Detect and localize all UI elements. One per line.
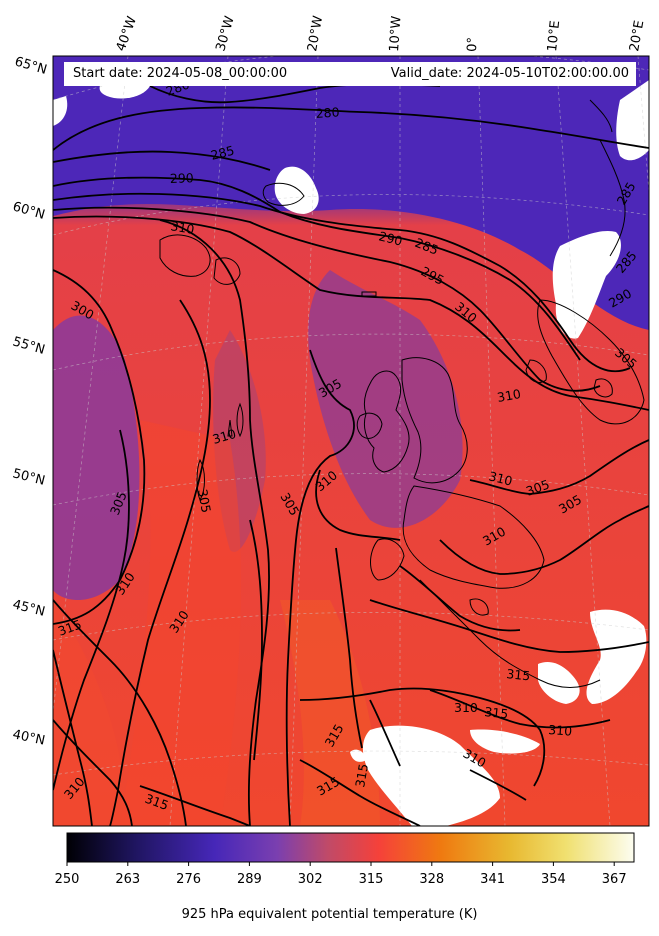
longitude-label: 30°W xyxy=(213,14,237,53)
colorbar-tick-label: 328 xyxy=(419,872,445,887)
colorbar-label: 925 hPa equivalent potential temperature… xyxy=(181,907,478,922)
colorbar-tick-label: 276 xyxy=(176,872,202,887)
contour-label: 315 xyxy=(484,704,509,721)
colorbar-tick-label: 250 xyxy=(54,872,80,887)
contour-label: 310 xyxy=(169,218,195,237)
header-strip xyxy=(64,62,636,86)
contour-label: 290 xyxy=(377,228,404,248)
latitude-label: 60°N xyxy=(11,199,47,222)
valid-date-label: Valid_date: 2024-05-10T02:00:00.00 xyxy=(390,66,629,81)
colorbar-tick-label: 315 xyxy=(358,872,384,887)
contour-label: 305 xyxy=(195,488,214,514)
colorbar-ticks xyxy=(66,862,615,866)
colorbar-tick-label: 263 xyxy=(115,872,141,887)
contour-label: 315 xyxy=(506,666,531,683)
contour-label: 315 xyxy=(352,762,371,788)
contour-label: 310 xyxy=(487,468,514,488)
colorbar-tick-label: 341 xyxy=(480,872,506,887)
longitude-label: 10°E xyxy=(545,20,563,53)
colorbar-tick-label: 354 xyxy=(540,872,566,887)
start-date-label: Start date: 2024-05-08_00:00:00 xyxy=(73,66,288,81)
temperature-field: 280 280 285 290 285 290 295 310 300 305 … xyxy=(53,56,649,826)
contour-label: 310 xyxy=(496,386,522,405)
longitude-label: 0° xyxy=(465,37,481,52)
longitude-label: 10°W xyxy=(387,15,404,52)
latitude-label: 40°N xyxy=(11,727,46,748)
contour-lines xyxy=(53,83,649,826)
latitude-label: 45°N xyxy=(11,597,46,619)
contour-label: 290 xyxy=(170,170,194,186)
map-frame xyxy=(52,55,650,827)
latitude-label: 50°N xyxy=(11,466,46,488)
colorbar xyxy=(66,832,635,863)
longitude-label: 40°W xyxy=(114,14,140,53)
contour-label: 310 xyxy=(548,722,573,739)
colorbar-tick-label: 367 xyxy=(601,872,627,887)
latitude-label: 55°N xyxy=(11,334,47,357)
longitude-label: 20°E xyxy=(627,19,647,52)
contour-label: 285 xyxy=(209,143,236,163)
coastlines xyxy=(159,99,645,688)
latitude-labels: 65°N 60°N 55°N 50°N 45°N 40°N xyxy=(11,54,49,748)
contour-label: 310 xyxy=(211,426,238,447)
contour-label: 310 xyxy=(454,700,478,715)
colorbar-tick-label: 302 xyxy=(297,872,323,887)
longitude-label: 20°W xyxy=(305,15,326,53)
longitude-labels: 40°W 30°W 20°W 10°W 0° 10°E 20°E xyxy=(114,14,648,53)
latitude-label: 65°N xyxy=(13,54,49,77)
colorbar-tick-label: 289 xyxy=(236,872,262,887)
contour-label: 280 xyxy=(315,104,340,121)
